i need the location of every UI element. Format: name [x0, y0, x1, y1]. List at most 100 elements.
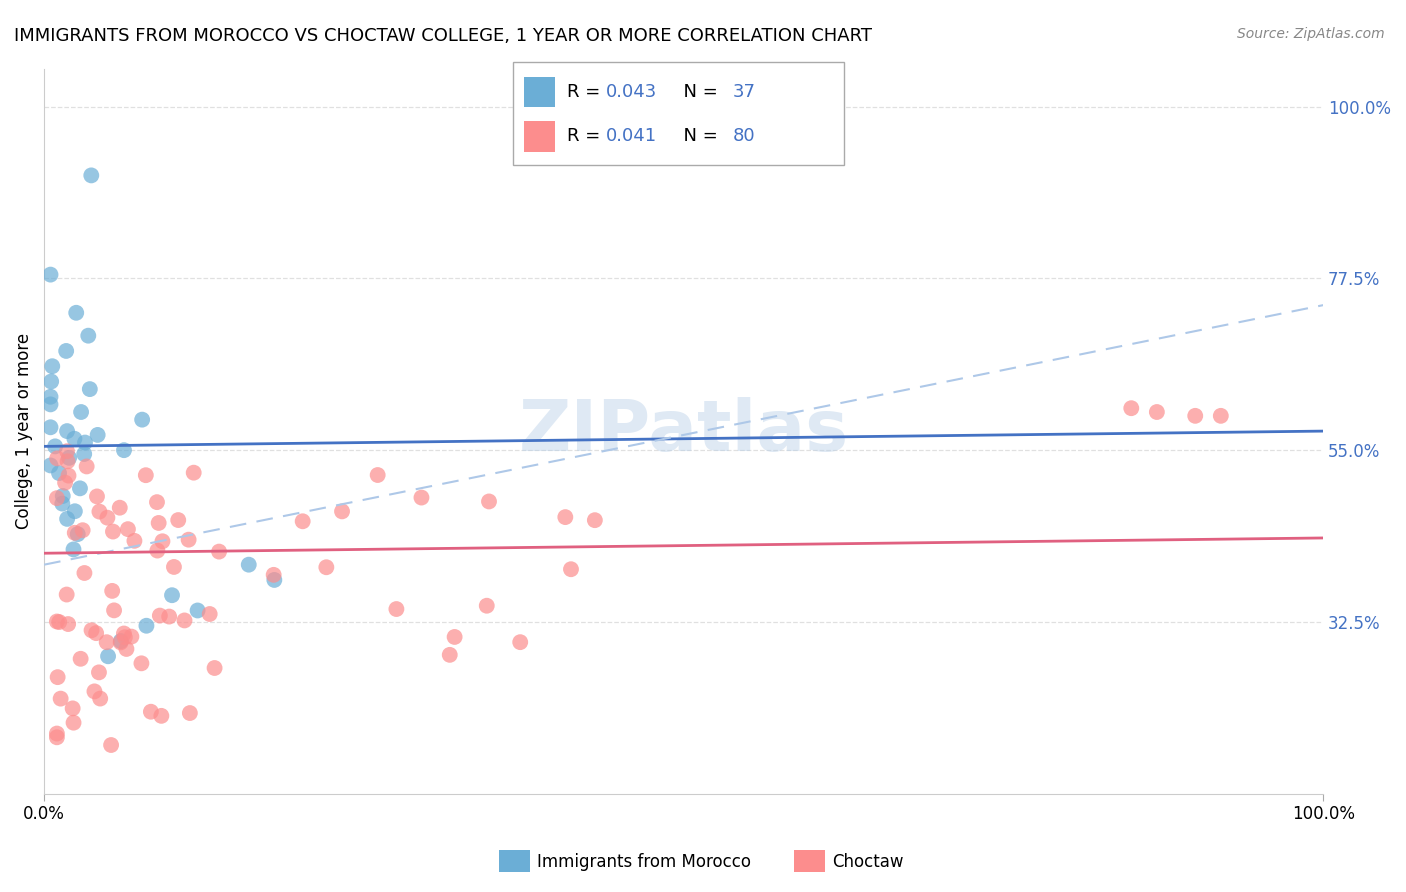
Point: [39, 397, 62, 411]
Point: [77, 328, 100, 343]
Text: Choctaw: Choctaw: [832, 853, 904, 871]
Point: [69, 481, 91, 495]
Text: R =: R =: [567, 83, 606, 101]
Point: [39, 390, 62, 404]
Point: [177, 533, 200, 547]
Point: [108, 500, 131, 515]
Point: [478, 494, 501, 508]
Point: [149, 608, 172, 623]
Point: [83, 684, 105, 698]
Point: [183, 466, 205, 480]
Point: [80, 169, 103, 183]
Point: [131, 412, 153, 426]
Text: 37: 37: [733, 83, 755, 101]
Point: [89, 505, 111, 519]
Point: [45, 731, 67, 745]
Point: [238, 558, 260, 572]
Point: [509, 635, 531, 649]
Y-axis label: College, 1 year or more: College, 1 year or more: [15, 333, 32, 529]
Point: [46, 451, 69, 466]
Point: [53, 475, 76, 490]
Point: [39, 375, 62, 389]
Point: [117, 522, 139, 536]
Point: [97, 649, 120, 664]
Point: [146, 543, 169, 558]
Text: N =: N =: [672, 83, 724, 101]
Point: [110, 634, 132, 648]
Point: [72, 523, 94, 537]
Point: [385, 602, 408, 616]
Point: [63, 504, 86, 518]
Point: [66, 527, 89, 541]
Point: [89, 691, 111, 706]
Point: [73, 447, 96, 461]
Text: Immigrants from Morocco: Immigrants from Morocco: [537, 853, 751, 871]
Point: [39, 268, 62, 282]
Point: [1146, 405, 1168, 419]
Point: [173, 614, 195, 628]
Text: ZIPatlas: ZIPatlas: [519, 397, 849, 466]
Point: [70, 405, 93, 419]
Point: [63, 432, 86, 446]
Point: [73, 566, 96, 580]
Point: [179, 706, 201, 720]
Point: [103, 603, 125, 617]
Text: 0.043: 0.043: [606, 83, 657, 101]
Point: [167, 513, 190, 527]
Point: [152, 534, 174, 549]
Point: [84, 626, 107, 640]
Point: [112, 443, 135, 458]
Point: [367, 468, 389, 483]
Point: [56, 512, 79, 526]
Point: [58, 468, 80, 483]
Point: [204, 661, 226, 675]
Point: [135, 619, 157, 633]
Point: [96, 510, 118, 524]
Point: [56, 454, 79, 468]
Point: [62, 542, 84, 557]
Point: [139, 705, 162, 719]
Point: [65, 306, 87, 320]
Point: [86, 428, 108, 442]
Point: [110, 635, 132, 649]
Text: N =: N =: [672, 128, 724, 145]
Point: [96, 635, 118, 649]
Point: [114, 630, 136, 644]
Point: [291, 514, 314, 528]
Point: [120, 630, 142, 644]
Point: [411, 491, 433, 505]
Point: [263, 573, 285, 587]
Point: [45, 726, 67, 740]
Point: [45, 491, 67, 505]
Point: [330, 504, 353, 518]
Point: [100, 738, 122, 752]
Point: [112, 626, 135, 640]
Point: [101, 583, 124, 598]
Point: [62, 715, 84, 730]
Point: [187, 603, 209, 617]
Text: R =: R =: [567, 128, 606, 145]
Point: [439, 648, 461, 662]
Point: [56, 424, 79, 438]
Point: [55, 343, 77, 358]
Point: [63, 525, 86, 540]
Point: [124, 533, 146, 548]
Point: [49, 691, 72, 706]
Point: [131, 657, 153, 671]
Point: [583, 513, 606, 527]
Point: [475, 599, 498, 613]
Point: [115, 642, 138, 657]
Point: [263, 567, 285, 582]
Point: [87, 665, 110, 680]
Point: [46, 670, 69, 684]
Point: [443, 630, 465, 644]
Point: [79, 382, 101, 396]
Text: 0.041: 0.041: [606, 128, 657, 145]
Point: [150, 709, 173, 723]
Text: Source: ZipAtlas.com: Source: ZipAtlas.com: [1237, 27, 1385, 41]
Point: [1121, 401, 1143, 416]
Point: [56, 444, 79, 458]
Point: [62, 701, 84, 715]
Point: [198, 607, 221, 621]
Point: [44, 439, 66, 453]
